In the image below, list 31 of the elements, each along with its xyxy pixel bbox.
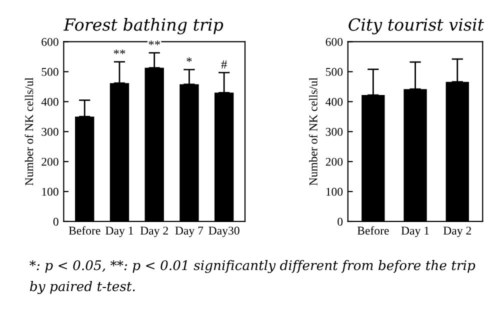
annotation: **	[114, 50, 126, 54]
y-tick-label: 100	[326, 188, 343, 196]
y-axis-title: Number of NK cells/ul	[308, 78, 318, 186]
annotation: *	[186, 57, 192, 62]
x-tick-label: Before	[68, 226, 100, 235]
x-tick-label: Day 1	[401, 226, 429, 238]
y-tick-label: 200	[326, 158, 343, 166]
annotation: **	[148, 40, 160, 46]
y-tick-label: 600	[326, 38, 343, 46]
chart-title: City tourist visit	[348, 18, 484, 34]
y-tick-label: 0	[338, 218, 343, 226]
x-tick-label: Day 2	[443, 226, 471, 238]
y-tick-label: 400	[41, 98, 58, 106]
y-tick-label: 200	[42, 158, 58, 166]
y-tick-label: 0	[53, 218, 58, 226]
y-tick-label: 300	[326, 128, 343, 136]
x-tick-label: Day 1	[106, 226, 134, 238]
y-tick-label: 400	[326, 98, 343, 106]
y-tick-label: 500	[42, 68, 58, 76]
y-tick-label: 500	[326, 68, 343, 76]
x-tick-label: Day 7	[175, 226, 204, 238]
x-tick-label: Before	[357, 226, 389, 235]
chart-title: Forest bathing trip	[63, 18, 224, 34]
x-tick-label: Day 2	[140, 226, 168, 238]
y-axis-title: Number of NK cells/ul	[24, 78, 34, 186]
y-tick-label: 100	[42, 188, 58, 196]
y-tick-label: 300	[42, 128, 58, 136]
text: *: p < 0.05, **: p < 0.01 significantly different from before the trip by paired t-test.	[30, 260, 476, 294]
annotation: #	[221, 60, 227, 69]
x-tick-label: Day30	[208, 226, 240, 238]
y-tick-label: 600	[42, 38, 58, 46]
